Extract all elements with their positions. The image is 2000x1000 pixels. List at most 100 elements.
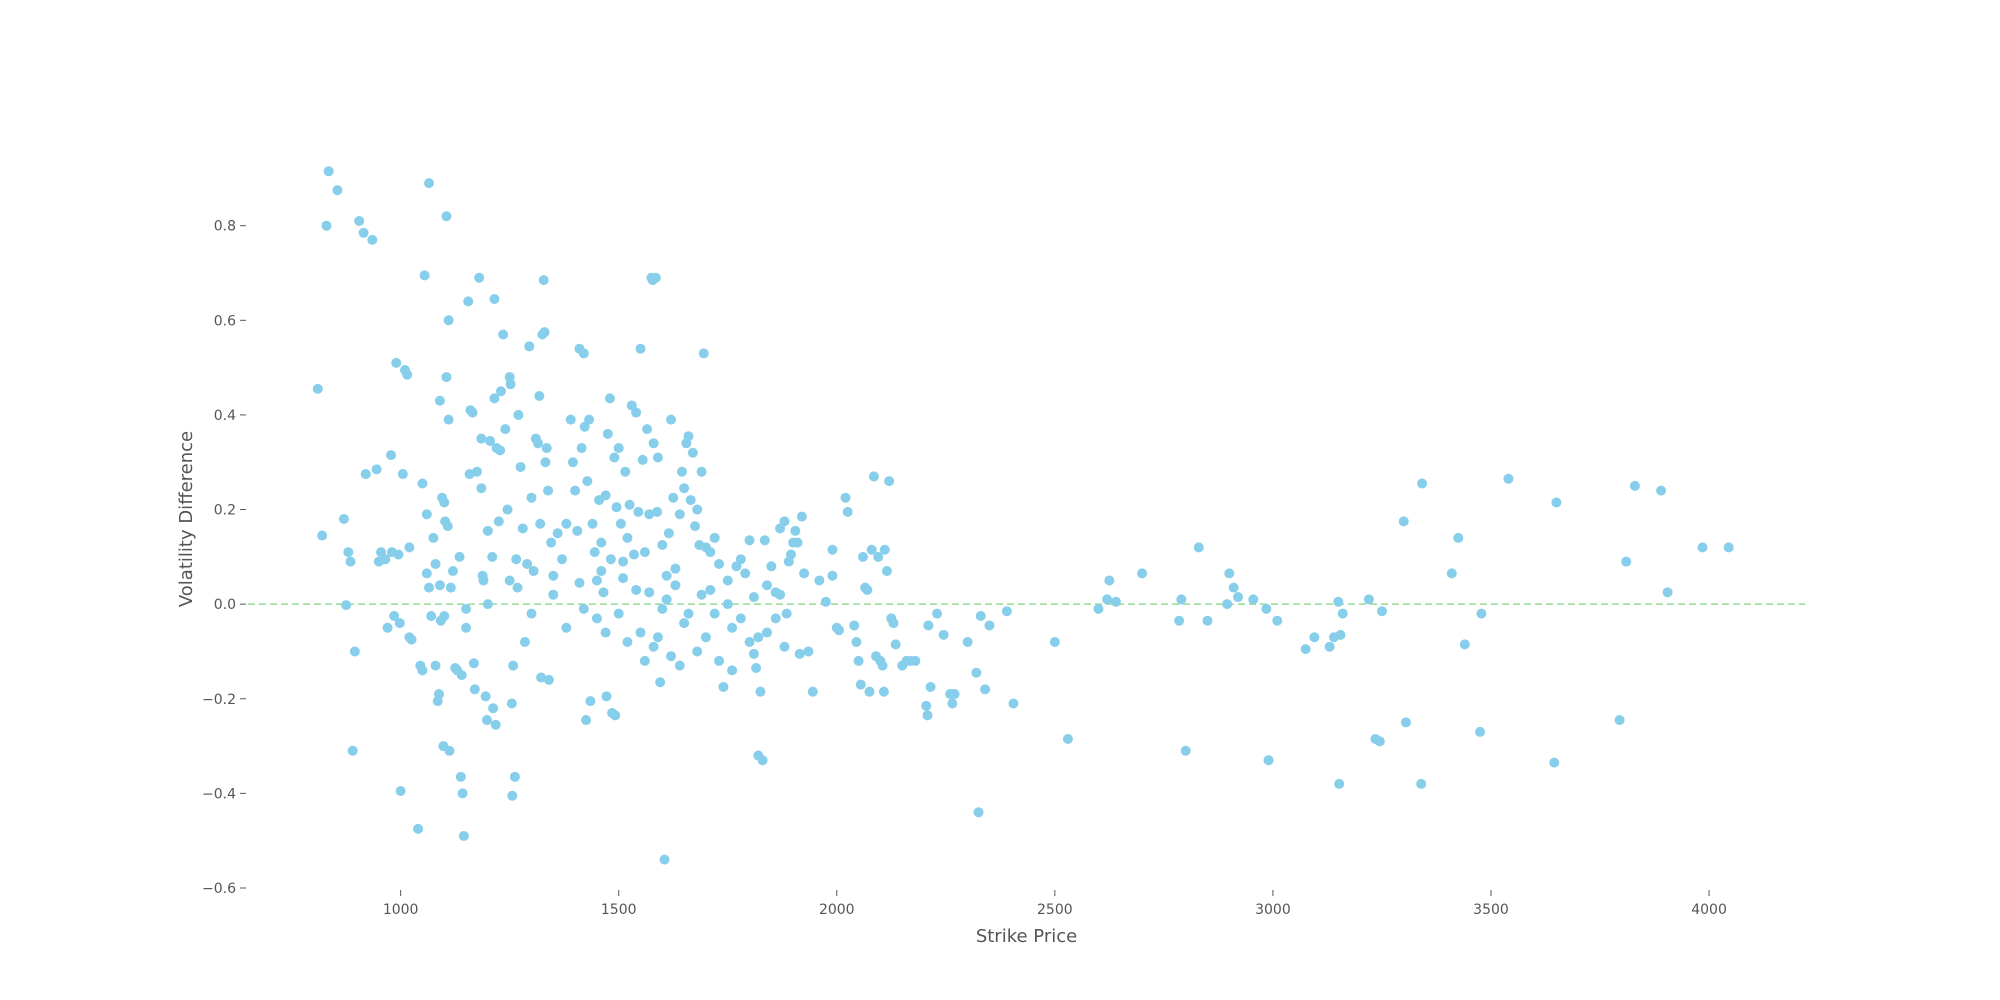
- data-point: [434, 580, 445, 591]
- x-tick-label: 3500: [1473, 902, 1509, 918]
- data-point: [444, 745, 455, 756]
- data-point: [663, 528, 674, 539]
- data-point: [755, 686, 766, 697]
- data-point: [624, 499, 635, 510]
- data-point: [615, 518, 626, 529]
- data-point: [670, 563, 681, 574]
- data-point: [1062, 733, 1073, 744]
- data-point: [454, 551, 465, 562]
- data-point: [441, 372, 452, 383]
- data-point: [476, 483, 487, 494]
- data-point: [591, 575, 602, 586]
- data-point: [652, 506, 663, 517]
- data-point: [947, 698, 958, 709]
- data-point: [631, 584, 642, 595]
- data-point: [468, 658, 479, 669]
- data-point: [744, 637, 755, 647]
- data-point: [757, 755, 768, 766]
- data-point: [1110, 596, 1121, 607]
- data-point: [679, 618, 690, 629]
- data-point: [794, 648, 805, 659]
- data-point: [349, 646, 360, 657]
- data-point: [1656, 485, 1667, 496]
- data-point: [538, 275, 549, 286]
- data-point: [526, 492, 537, 503]
- data-point: [1180, 745, 1191, 756]
- data-point: [1629, 480, 1640, 491]
- data-point: [879, 544, 890, 555]
- data-point: [657, 603, 668, 614]
- data-point: [635, 627, 646, 638]
- data-point: [528, 566, 539, 577]
- data-point: [670, 580, 681, 591]
- data-point: [343, 547, 354, 558]
- data-point: [517, 523, 528, 534]
- data-point: [644, 587, 655, 598]
- data-point: [661, 570, 672, 581]
- data-point: [984, 620, 995, 631]
- data-point: [668, 492, 679, 503]
- data-point: [600, 627, 611, 638]
- data-point: [884, 476, 895, 487]
- data-point: [740, 568, 751, 579]
- data-point: [820, 596, 831, 607]
- data-point: [561, 518, 572, 529]
- data-point: [548, 570, 559, 581]
- data-point: [478, 575, 489, 586]
- data-point: [565, 414, 576, 425]
- data-point: [949, 689, 960, 700]
- data-point: [534, 391, 545, 401]
- data-point: [714, 655, 725, 666]
- data-point: [541, 443, 552, 454]
- data-point: [962, 637, 973, 647]
- data-point: [611, 502, 622, 513]
- data-point: [648, 438, 659, 449]
- data-point: [827, 570, 838, 581]
- data-point: [1363, 594, 1374, 605]
- data-point: [696, 466, 707, 477]
- data-point: [866, 544, 877, 555]
- data-point: [1333, 596, 1344, 607]
- data-point: [570, 485, 581, 496]
- data-point: [748, 592, 759, 603]
- data-point: [666, 651, 677, 662]
- data-point: [1176, 594, 1187, 605]
- data-point: [358, 227, 369, 238]
- data-point: [1102, 594, 1113, 605]
- x-axis: 1000 1500 2000 2500 3000 3500 4000: [383, 890, 1727, 918]
- data-point: [489, 393, 500, 404]
- data-point: [354, 215, 365, 226]
- data-point: [1446, 568, 1457, 579]
- data-point: [618, 573, 629, 584]
- y-tick-label: 0.4: [214, 408, 236, 424]
- data-point: [1233, 592, 1244, 603]
- data-point: [371, 464, 382, 475]
- data-point: [753, 632, 764, 643]
- data-point: [461, 622, 472, 633]
- data-point: [404, 542, 415, 553]
- data-point: [868, 471, 879, 482]
- data-point: [683, 431, 694, 442]
- data-point: [360, 469, 371, 480]
- data-point: [744, 535, 755, 546]
- data-point: [321, 220, 332, 231]
- data-point: [864, 686, 875, 697]
- data-point: [509, 771, 520, 782]
- data-point: [923, 620, 934, 631]
- data-point: [1621, 556, 1632, 567]
- data-point: [461, 603, 472, 614]
- data-point: [605, 554, 616, 565]
- data-point: [439, 497, 450, 508]
- data-point: [766, 561, 777, 572]
- data-point: [417, 478, 428, 489]
- data-point: [877, 660, 888, 671]
- data-point: [519, 637, 530, 647]
- data-point: [380, 554, 391, 565]
- data-point: [833, 625, 844, 636]
- data-point: [457, 788, 468, 799]
- data-point: [792, 537, 803, 548]
- data-point: [1001, 606, 1012, 617]
- data-point: [495, 445, 506, 456]
- data-point: [512, 582, 523, 593]
- data-point: [1335, 629, 1346, 640]
